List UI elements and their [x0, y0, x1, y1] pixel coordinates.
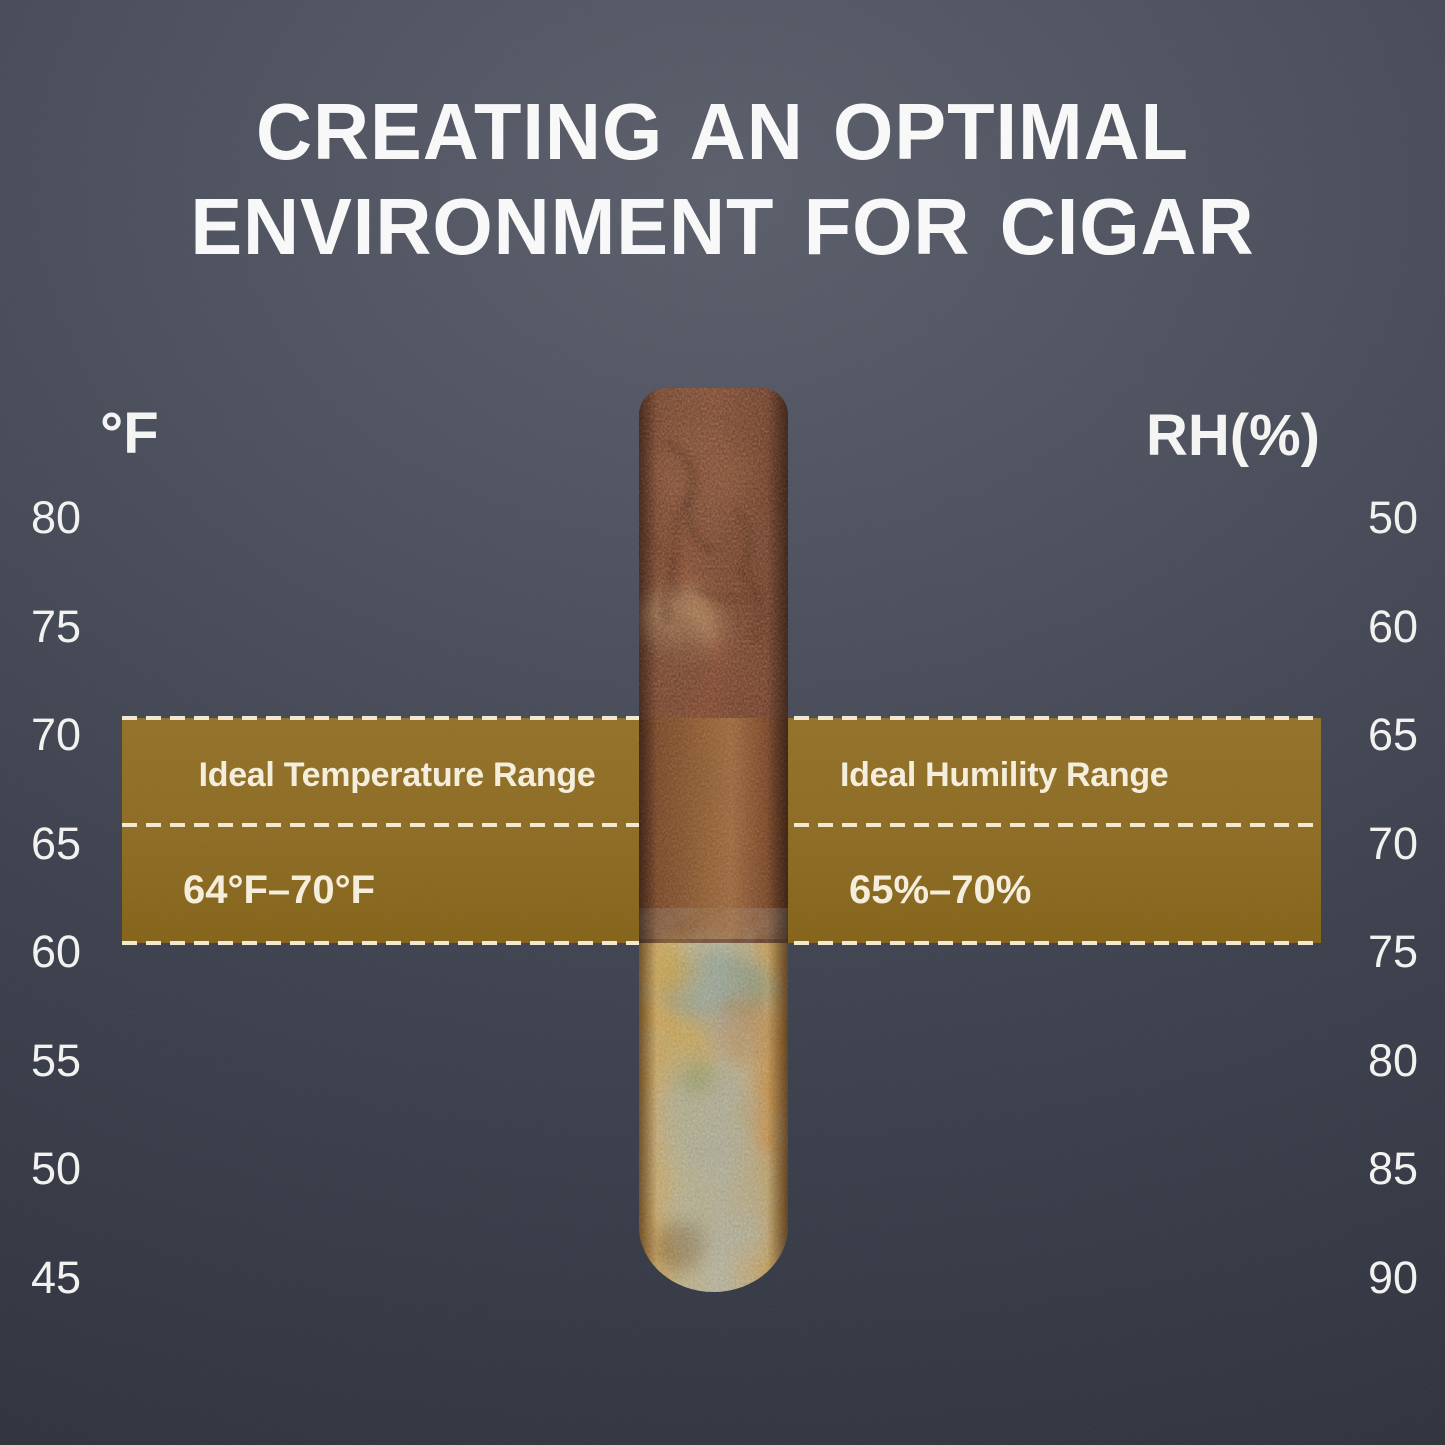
page-title-line2: ENVIRONMENT FOR CIGAR [190, 182, 1255, 271]
page-title-line1: CREATING AN OPTIMAL [256, 87, 1189, 176]
rh-tick: 60 [1367, 601, 1419, 652]
rh-tick: 65 [1367, 709, 1419, 760]
rh-tick: 90 [1367, 1252, 1419, 1303]
rh-tick: 80 [1367, 1035, 1419, 1086]
f-tick: 60 [30, 926, 82, 977]
f-tick: 55 [30, 1035, 82, 1086]
cigar-image [639, 388, 788, 1292]
humidity-range-label: Ideal Humility Range [840, 756, 1169, 794]
f-tick: 65 [30, 818, 82, 869]
temperature-range-value: 64°F–70°F [183, 868, 376, 912]
right-axis-title: RH(%) [1146, 403, 1320, 468]
rh-tick: 75 [1367, 926, 1419, 977]
f-tick: 45 [30, 1252, 82, 1303]
rh-tick: 50 [1367, 492, 1419, 543]
left-axis-title: °F [100, 401, 159, 466]
f-tick: 50 [30, 1143, 82, 1194]
rh-tick: 85 [1367, 1143, 1419, 1194]
f-tick: 75 [30, 601, 82, 652]
f-tick: 80 [30, 492, 82, 543]
humidity-range-value: 65%–70% [849, 868, 1032, 912]
page-title: CREATING AN OPTIMAL ENVIRONMENT FOR CIGA… [22, 84, 1424, 274]
rh-tick: 70 [1367, 818, 1419, 869]
f-tick: 70 [30, 709, 82, 760]
temperature-range-label: Ideal Temperature Range [198, 756, 596, 794]
